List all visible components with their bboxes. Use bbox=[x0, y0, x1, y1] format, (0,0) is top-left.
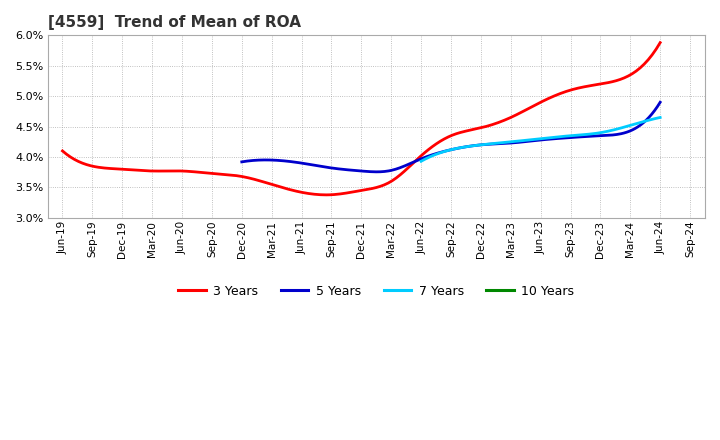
Text: [4559]  Trend of Mean of ROA: [4559] Trend of Mean of ROA bbox=[48, 15, 300, 30]
Legend: 3 Years, 5 Years, 7 Years, 10 Years: 3 Years, 5 Years, 7 Years, 10 Years bbox=[174, 280, 579, 303]
